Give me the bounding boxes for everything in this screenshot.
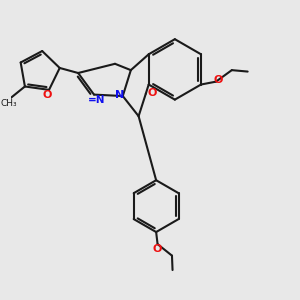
Text: O: O: [153, 244, 162, 254]
Text: N: N: [115, 90, 124, 100]
Text: =N: =N: [88, 95, 105, 105]
Text: O: O: [214, 75, 223, 85]
Text: O: O: [148, 88, 157, 98]
Text: O: O: [43, 90, 52, 100]
Text: CH₃: CH₃: [0, 99, 17, 108]
